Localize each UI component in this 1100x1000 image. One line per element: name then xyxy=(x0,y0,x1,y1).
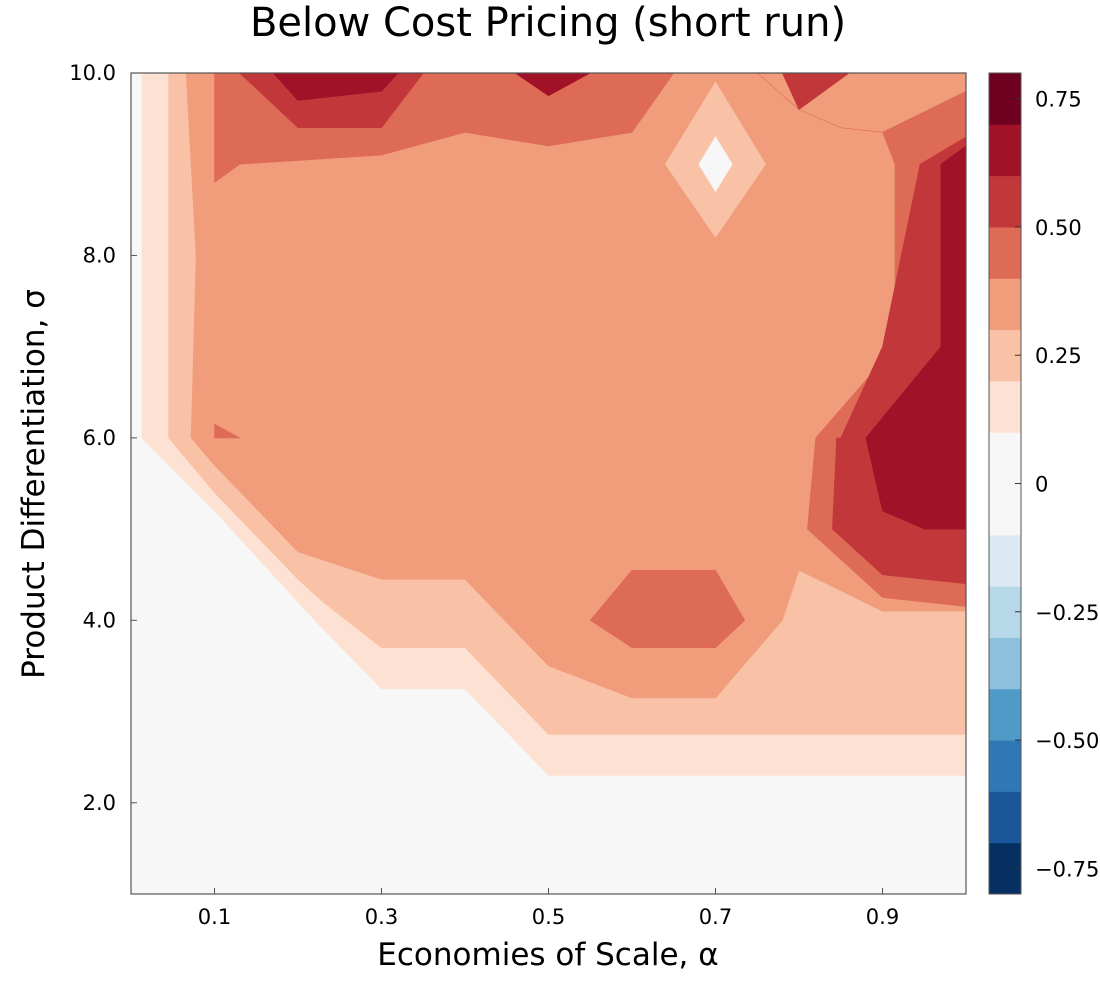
colorbar-band xyxy=(989,688,1021,741)
colorbar-band xyxy=(989,175,1021,228)
x-tick-label: 0.5 xyxy=(532,905,565,929)
contour-region-7 xyxy=(698,136,733,193)
colorbar-band xyxy=(989,740,1021,792)
x-tick-label: 0.9 xyxy=(866,905,899,929)
colorbar-tick-label: 0.25 xyxy=(1035,344,1082,368)
colorbar-band xyxy=(989,278,1021,331)
colorbar-tick-label: −0.75 xyxy=(1035,857,1099,881)
x-tick-label: 0.3 xyxy=(365,905,398,929)
plot-area xyxy=(130,72,967,895)
colorbar-tick-label: 0 xyxy=(1035,473,1048,497)
y-axis: 2.0 4.0 6.0 8.0 10.0 xyxy=(69,61,137,815)
y-tick-label: 6.0 xyxy=(83,426,116,450)
colorbar-tick-label: −0.50 xyxy=(1035,729,1099,753)
contour-region-3 xyxy=(185,72,967,699)
colorbar-band xyxy=(989,534,1021,587)
colorbar-tick-label: 0.75 xyxy=(1035,88,1082,112)
y-tick-label: 4.0 xyxy=(83,608,116,632)
colorbar-tick-label: −0.25 xyxy=(1035,601,1099,625)
x-axis-label: Economies of Scale, α xyxy=(377,937,718,973)
colorbar-band xyxy=(989,380,1021,433)
colorbar-band xyxy=(989,432,1021,484)
contour-region-8 xyxy=(589,569,746,649)
chart-title: Below Cost Pricing (short run) xyxy=(250,0,846,46)
x-tick-label: 0.1 xyxy=(198,905,231,929)
y-tick-label: 2.0 xyxy=(83,791,116,815)
colorbar-tick-label: 0.50 xyxy=(1035,216,1082,240)
colorbar: 0.75 0.50 0.25 0 −0.25 −0.50 −0.75 xyxy=(988,72,1099,895)
colorbar-band xyxy=(989,226,1021,279)
contour-region-9 xyxy=(214,423,240,439)
y-tick-label: 8.0 xyxy=(83,243,116,267)
x-axis: 0.1 0.3 0.5 0.7 0.9 xyxy=(198,888,899,929)
colorbar-band xyxy=(989,124,1021,177)
x-tick-label: 0.7 xyxy=(699,905,732,929)
colorbar-band xyxy=(989,637,1021,690)
y-axis-label: Product Differentiation, σ xyxy=(16,289,52,679)
y-tick-label: 10.0 xyxy=(69,61,116,85)
colorbar-band xyxy=(989,791,1021,844)
colorbar-band xyxy=(989,483,1021,536)
